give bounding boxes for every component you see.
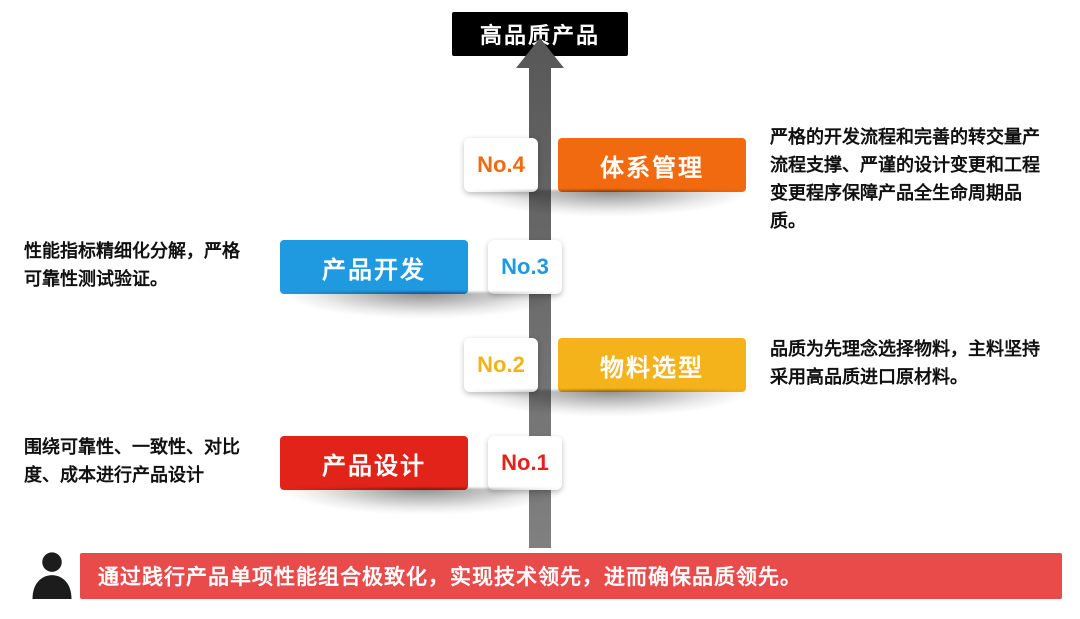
step-4-number: No.4 [464,138,538,192]
step-2-shadow [468,390,748,416]
step-3-pill: 产品开发 [280,240,468,294]
step-1-pill: 产品设计 [280,436,468,490]
step-4-shadow [468,190,748,216]
step-3-desc: 性能指标精细化分解，严格可靠性测试验证。 [24,238,254,294]
step-2-number: No.2 [464,338,538,392]
step-1-shadow [284,488,564,514]
infographic-stage: 高品质产品 No.4 体系管理 严格的开发流程和完善的转交量产流程支撑、严谨的设… [0,0,1080,619]
step-3-number: No.3 [488,240,562,294]
step-4-desc: 严格的开发流程和完善的转交量产流程支撑、严谨的设计变更和工程变更程序保障产品全生… [770,124,1056,236]
bottom-banner: 通过践行产品单项性能组合极致化，实现技术领先，进而确保品质领先。 [80,553,1062,599]
step-4-pill: 体系管理 [558,138,746,192]
step-1-desc: 围绕可靠性、一致性、对比度、成本进行产品设计 [24,434,254,490]
step-1-number: No.1 [488,436,562,490]
step-2-pill: 物料选型 [558,338,746,392]
step-2-desc: 品质为先理念选择物料，主料坚持采用高品质进口原材料。 [770,336,1056,392]
step-3-shadow [284,292,564,318]
person-silhouette-icon [26,547,78,599]
